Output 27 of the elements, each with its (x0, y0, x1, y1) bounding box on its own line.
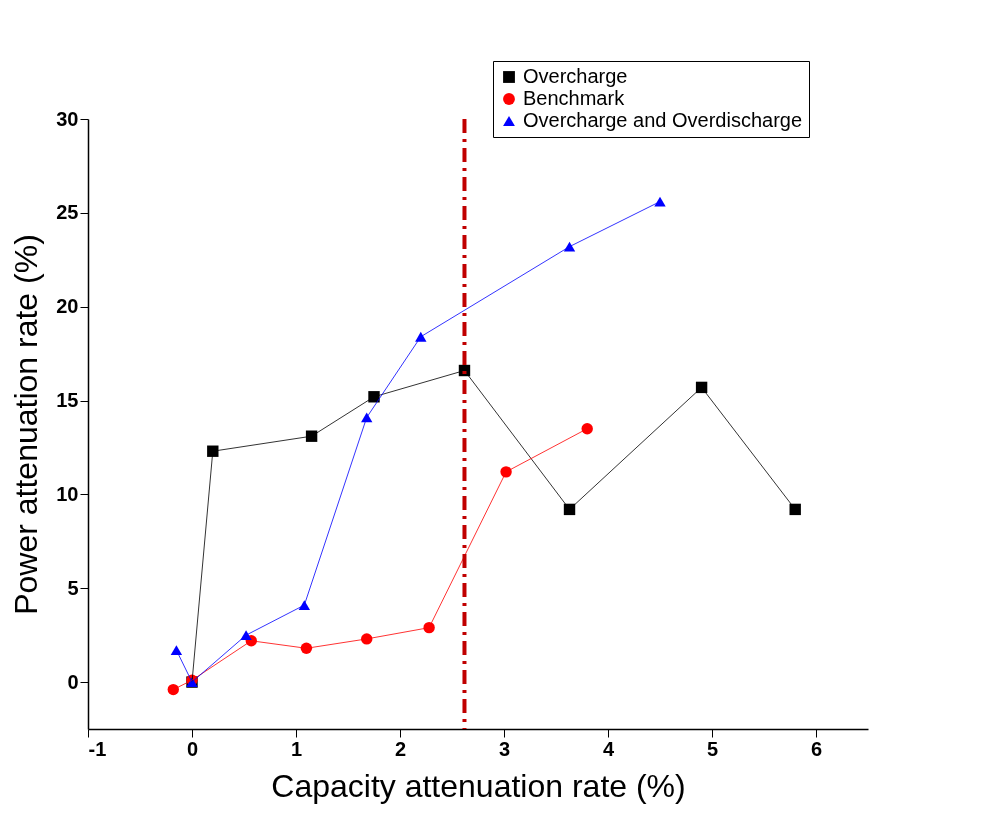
x-tick-label: 3 (498, 737, 511, 760)
point (581, 423, 593, 435)
y-tick-label: 20 (56, 295, 79, 318)
x-tick-label: 1 (290, 737, 303, 760)
x-tick-label: -1 (88, 737, 107, 760)
y-tick-label: 5 (67, 576, 79, 599)
y-tick-label: 15 (56, 389, 79, 412)
point (207, 445, 219, 457)
point (563, 241, 576, 252)
y-tick-label: 25 (56, 201, 79, 224)
point (654, 196, 666, 207)
x-tick-label: 5 (706, 737, 719, 760)
legend-label: Overcharge (523, 65, 628, 87)
y-tick-label: 0 (67, 670, 79, 693)
point (305, 430, 318, 442)
y-tick-label: 10 (56, 482, 79, 505)
legend-label: Overcharge and Overdischarge (523, 109, 803, 131)
x-tick-label: 0 (186, 737, 199, 760)
x-tick-label: 6 (810, 737, 823, 760)
x-tick-label: 4 (602, 737, 615, 760)
point (167, 683, 179, 696)
y-axis-title: Power attenuation rate (%) (8, 234, 45, 615)
y-tick-label: 30 (56, 107, 79, 130)
legend-label: Benchmark (523, 87, 626, 109)
x-tick-label: 2 (394, 737, 407, 760)
x-axis-title: Capacity attenuation rate (%) (271, 767, 686, 804)
point (789, 503, 801, 516)
